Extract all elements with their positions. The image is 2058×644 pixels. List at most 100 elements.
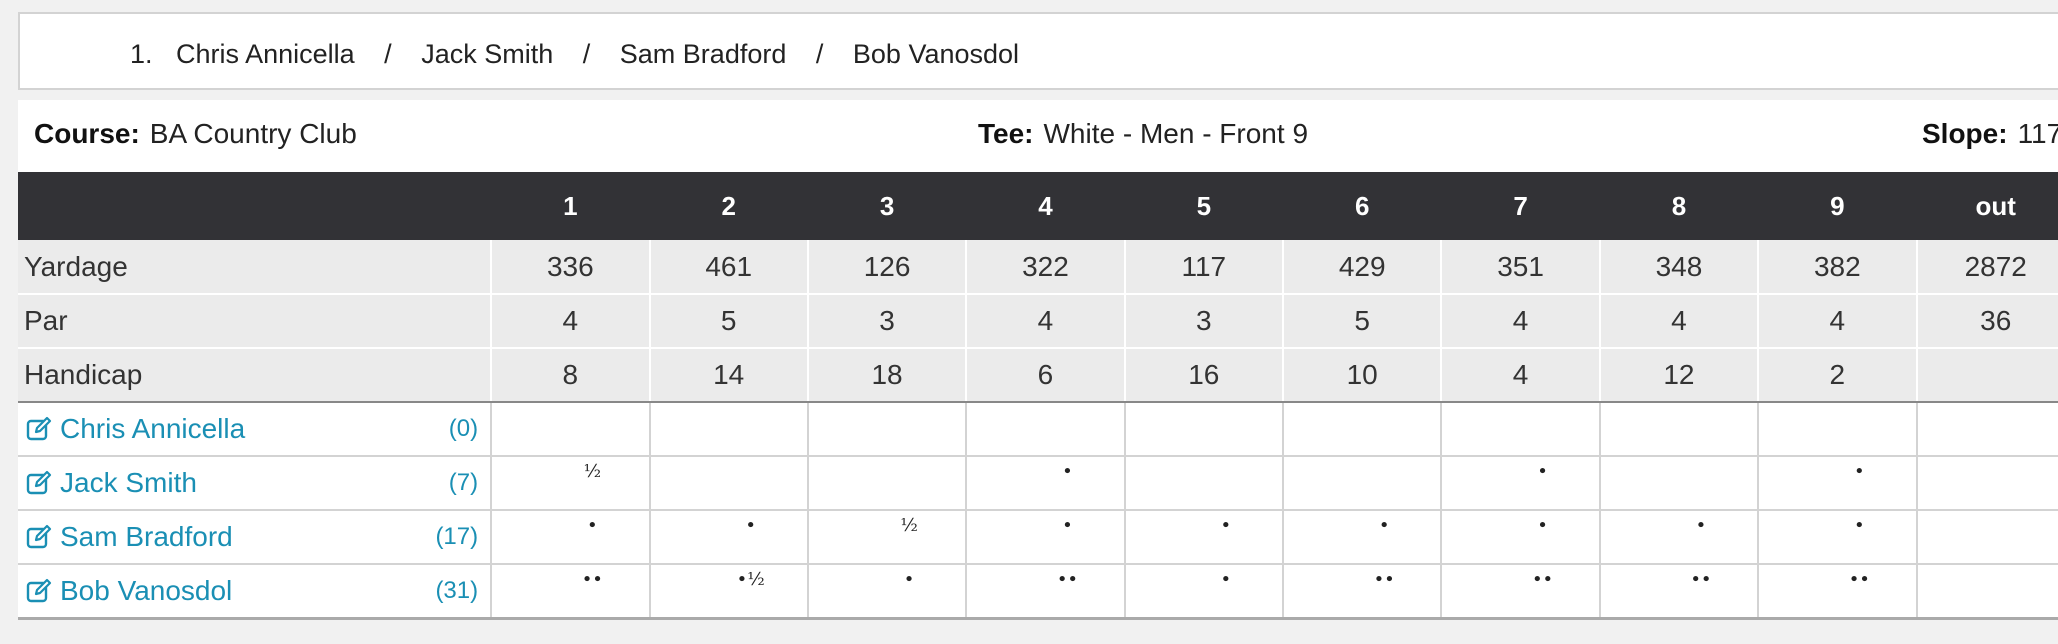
score-cell[interactable] (1758, 402, 1918, 457)
group-player-name: Chris Annicella (176, 39, 355, 69)
score-cell[interactable] (1441, 402, 1601, 457)
group-separator: / (815, 39, 824, 69)
player-row: Jack Smith (7) ½ • • • (18, 456, 2058, 511)
score-cell[interactable] (1283, 456, 1443, 511)
info-row-par: Par 4 5 3 4 3 5 4 4 4 36 (18, 294, 2058, 349)
info-cell: 4 (1441, 348, 1601, 403)
info-cell: 348 (1599, 240, 1760, 295)
score-cell[interactable]: • (491, 510, 651, 565)
info-cell: 4 (1758, 294, 1918, 349)
score-cell[interactable]: • (1441, 456, 1601, 511)
score-cell[interactable] (1916, 402, 2058, 457)
stroke-indicator: •• (1531, 569, 1554, 590)
player-name-cell[interactable]: Bob Vanosdol (31) (18, 564, 493, 620)
score-cell[interactable] (807, 456, 968, 511)
score-cell[interactable] (1599, 456, 1760, 511)
score-cell[interactable] (807, 402, 968, 457)
score-cell[interactable]: • (1124, 564, 1285, 620)
group-header: 1. Chris Annicella / Jack Smith / Sam Br… (18, 12, 2058, 90)
stroke-indicator: • (1695, 515, 1707, 536)
score-cell[interactable] (1916, 456, 2058, 511)
score-cell[interactable]: •• (966, 564, 1126, 620)
stroke-indicator: • (1220, 569, 1232, 590)
edit-icon[interactable] (26, 578, 52, 604)
edit-icon[interactable] (26, 524, 52, 550)
player-name-link[interactable]: Chris Annicella (60, 413, 246, 444)
stroke-indicator: • (903, 569, 915, 590)
score-cell[interactable] (491, 402, 651, 457)
row-label: Yardage (18, 240, 493, 295)
stroke-indicator: • (1854, 515, 1865, 536)
stroke-indicator: • (1062, 461, 1073, 482)
slope-label: Slope: (1922, 118, 2008, 149)
player-name-cell[interactable]: Jack Smith (7) (18, 456, 493, 511)
stroke-indicator: • (1220, 515, 1232, 536)
score-cell[interactable]: •½ (649, 564, 809, 620)
score-cell[interactable] (1916, 564, 2058, 620)
score-cell[interactable]: • (1441, 510, 1601, 565)
info-cell: 8 (491, 348, 651, 403)
info-cell: 5 (1283, 294, 1443, 349)
stroke-indicator: • (1537, 461, 1548, 482)
edit-icon[interactable] (26, 416, 52, 442)
header-out: out (1975, 190, 2016, 221)
score-cell[interactable] (966, 402, 1126, 457)
player-name-link[interactable]: Sam Bradford (60, 521, 233, 552)
group-number: 1. (130, 39, 153, 69)
score-cell[interactable] (1124, 456, 1285, 511)
info-cell: 36 (1916, 294, 2058, 349)
score-cell[interactable] (1599, 402, 1760, 457)
score-cell[interactable]: • (1758, 456, 1918, 511)
score-cell[interactable]: • (1758, 510, 1918, 565)
score-cell[interactable]: •• (491, 564, 651, 620)
score-cell[interactable] (1124, 402, 1285, 457)
score-cell[interactable]: • (1124, 510, 1285, 565)
group-separator: / (582, 39, 591, 69)
score-cell[interactable]: • (966, 456, 1126, 511)
score-cell[interactable]: •• (1599, 564, 1760, 620)
player-name-link[interactable]: Jack Smith (60, 467, 197, 498)
stroke-indicator: •• (1056, 569, 1079, 590)
score-cell[interactable]: • (807, 564, 968, 620)
score-cell[interactable]: •• (1758, 564, 1918, 620)
score-cell[interactable]: • (1283, 510, 1443, 565)
score-cell[interactable] (1283, 402, 1443, 457)
player-name-cell[interactable]: Sam Bradford (17) (18, 510, 493, 565)
stroke-indicator: •½ (736, 569, 765, 590)
stroke-indicator: • (1537, 515, 1548, 536)
info-cell: 4 (966, 294, 1126, 349)
score-cell[interactable] (1916, 510, 2058, 565)
score-cell[interactable] (649, 456, 809, 511)
score-cell[interactable] (649, 402, 809, 457)
info-cell: 3 (807, 294, 968, 349)
score-cell[interactable]: •• (1283, 564, 1443, 620)
tee-value: White - Men - Front 9 (1043, 118, 1309, 149)
info-cell: 14 (649, 348, 809, 403)
info-cell: 117 (1124, 240, 1285, 295)
stroke-indicator: •• (1373, 569, 1395, 590)
stroke-indicator: ½ (900, 515, 918, 536)
header-hole: 4 (1038, 190, 1053, 221)
row-label: Par (18, 294, 493, 349)
info-row-handicap: Handicap 8 14 18 6 16 10 4 12 2 (18, 348, 2058, 403)
stroke-indicator: •• (1690, 569, 1712, 590)
info-cell: 429 (1283, 240, 1443, 295)
player-row: Bob Vanosdol (31) •• •½ • •• • •• •• •• •• (18, 564, 2058, 620)
score-cell[interactable]: • (966, 510, 1126, 565)
info-cell: 18 (807, 348, 968, 403)
player-name-cell[interactable]: Chris Annicella (0) (18, 402, 493, 457)
score-cell[interactable]: ½ (491, 456, 651, 511)
row-label: Handicap (18, 348, 493, 403)
header-blank (18, 172, 491, 240)
course-label: Course: (34, 118, 140, 149)
player-name-link[interactable]: Bob Vanosdol (60, 574, 233, 606)
score-cell[interactable]: ½ (807, 510, 968, 565)
player-row: Sam Bradford (17) • • ½ • • • • • • (18, 510, 2058, 565)
header-hole: 3 (879, 190, 895, 221)
edit-icon[interactable] (26, 470, 52, 496)
score-cell[interactable]: •• (1441, 564, 1601, 620)
score-cell[interactable]: • (649, 510, 809, 565)
scorecard-header: 1 2 3 4 5 6 7 8 9 out (18, 172, 2058, 240)
score-cell[interactable]: • (1599, 510, 1760, 565)
info-row-yardage: Yardage 336 461 126 322 117 429 351 348 382 2872 (18, 240, 2058, 295)
